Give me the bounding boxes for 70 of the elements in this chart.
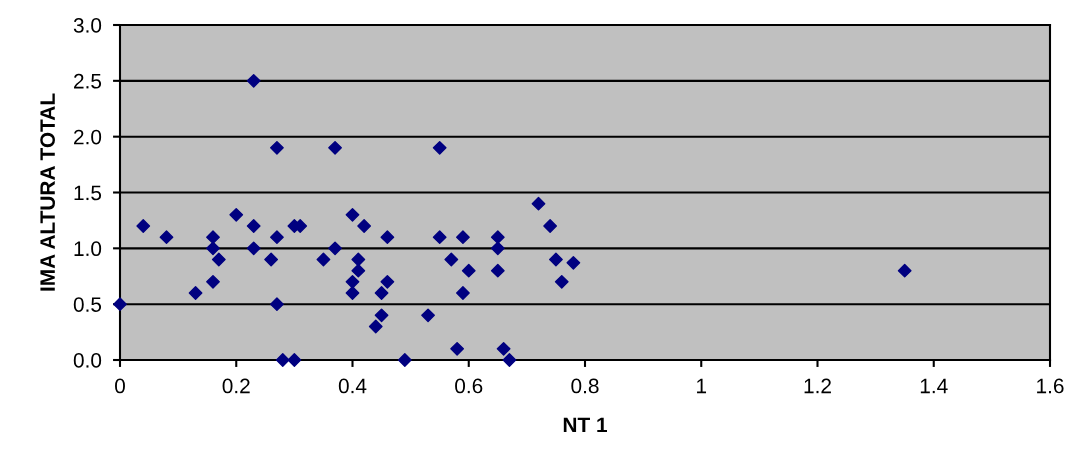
x-tick-label: 0.8 <box>571 378 599 394</box>
point <box>461 263 476 278</box>
point <box>345 286 360 300</box>
point <box>229 207 244 222</box>
point <box>374 286 389 300</box>
x-tick-label: 1.6 <box>1037 378 1064 394</box>
point <box>397 353 412 367</box>
point <box>188 286 203 300</box>
point <box>270 230 284 245</box>
point <box>502 353 517 367</box>
point <box>345 274 360 289</box>
point <box>316 252 331 267</box>
y-tick-label: 1.5 <box>74 185 102 201</box>
x-tick-label: 1 <box>697 378 707 394</box>
point <box>456 286 470 300</box>
point <box>328 241 342 256</box>
y-tick-label: 3.0 <box>73 18 102 33</box>
point <box>345 207 360 222</box>
point <box>450 341 465 356</box>
point <box>136 219 151 233</box>
y-axis-title: IMA ALTURA TOTAL <box>40 93 55 291</box>
x-axis-title: NT 1 <box>563 417 607 433</box>
point <box>328 140 342 155</box>
point <box>270 140 284 155</box>
point <box>275 353 290 367</box>
point <box>357 219 372 233</box>
y-tick-label: 2.0 <box>74 129 102 145</box>
point <box>432 140 447 155</box>
point <box>432 230 447 245</box>
point <box>490 241 505 256</box>
point <box>206 241 220 256</box>
y-tick-label: 0.0 <box>73 353 102 368</box>
point <box>368 319 383 334</box>
y-tick-label: 0.5 <box>73 297 102 312</box>
point <box>490 263 505 278</box>
point <box>380 274 395 289</box>
point <box>421 308 435 323</box>
point <box>211 252 226 267</box>
point <box>351 263 366 278</box>
point <box>531 196 546 211</box>
x-tick-label: 0 <box>115 378 125 394</box>
point <box>444 252 459 267</box>
point <box>543 219 558 233</box>
point <box>380 230 395 245</box>
x-tick-label: 1.4 <box>920 378 948 394</box>
point <box>206 274 220 289</box>
x-tick-label: 0.2 <box>222 378 250 394</box>
point <box>264 252 279 267</box>
point <box>897 263 912 278</box>
x-tick-label: 0.4 <box>338 378 367 394</box>
point <box>206 230 220 245</box>
x-tick-label: 1.2 <box>804 378 831 394</box>
point <box>246 241 261 256</box>
point <box>246 219 261 233</box>
y-tick-label: 2.5 <box>74 73 102 89</box>
point <box>456 230 470 245</box>
point <box>496 341 511 356</box>
point <box>287 353 302 367</box>
point <box>549 252 563 267</box>
point <box>159 230 174 245</box>
point <box>566 255 581 270</box>
point <box>270 297 284 312</box>
point <box>113 297 127 312</box>
point <box>374 308 389 323</box>
point <box>246 73 261 88</box>
point <box>490 230 505 245</box>
y-tick-label: 1.0 <box>74 241 102 257</box>
point <box>351 252 366 267</box>
point <box>554 274 569 289</box>
x-tick-label: 0.6 <box>455 378 483 394</box>
